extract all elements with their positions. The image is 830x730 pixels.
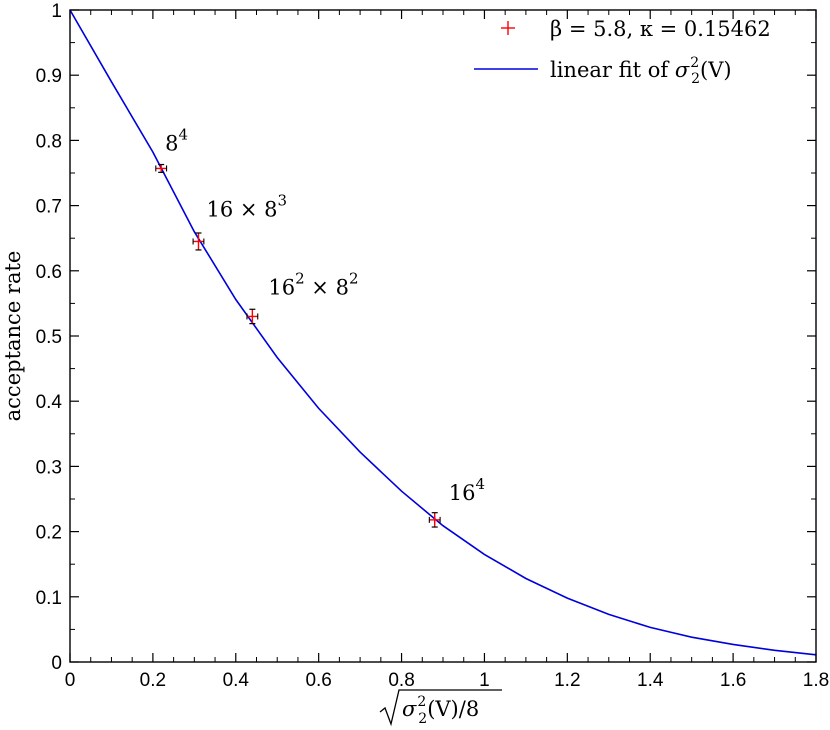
- y-tick-label: 0.1: [36, 588, 62, 609]
- point-label-rest: × 8: [305, 275, 349, 299]
- axis-ticks: [69, 9, 817, 663]
- x-axis-sub: 2: [418, 711, 427, 727]
- point-label: 164: [449, 475, 485, 505]
- x-axis-rest: (V)/8: [427, 697, 479, 721]
- y-tick-label: 0.4: [36, 392, 63, 413]
- x-tick-label: 0.4: [223, 670, 250, 691]
- fit-layer: [69, 9, 817, 656]
- legend-beta: β = 5.8: [550, 17, 626, 41]
- point-label-sup: 4: [179, 125, 189, 143]
- y-tick-label: 1: [51, 1, 62, 22]
- legend-label-fit: linear fit of σ2 2(V): [550, 55, 732, 87]
- point-label: 162 × 82: [268, 269, 358, 299]
- x-tick-label: 0.6: [305, 670, 331, 691]
- point-label: 16 × 83: [206, 191, 287, 221]
- legend-fit-rest: (V): [700, 58, 732, 82]
- x-tick-label: 1.8: [803, 670, 829, 691]
- x-axis-label: σ2 2(V)/8: [379, 689, 502, 727]
- legend-marker-points: [501, 21, 515, 35]
- point-label-sup: 4: [475, 475, 485, 493]
- y-tick-label: 0.9: [36, 66, 62, 87]
- point-label-base: 16: [268, 275, 295, 299]
- legend-fit-sub: 2: [691, 71, 700, 87]
- y-tick-label: 0.3: [36, 457, 62, 478]
- x-axis-sigma: σ: [402, 697, 417, 721]
- point-label: 84: [165, 125, 188, 155]
- point-label-sup: 2: [295, 269, 305, 287]
- y-tick-label: 0.2: [36, 523, 62, 544]
- x-tick-label: 1.6: [720, 670, 746, 691]
- point-label-sup2: 2: [349, 269, 359, 287]
- data-point: [246, 308, 259, 325]
- x-tick-label: 1.4: [637, 670, 664, 691]
- x-tick-label: 1: [479, 670, 490, 691]
- point-label-base: 16: [449, 481, 476, 505]
- x-tick-label: 1.2: [554, 670, 580, 691]
- x-axis-sup: 2: [417, 694, 426, 710]
- x-tick-label: 0: [65, 670, 76, 691]
- point-label-sup: 3: [278, 191, 288, 209]
- plot-frame: [69, 9, 817, 663]
- x-tick-label: 0.8: [388, 670, 414, 691]
- fit-line: [69, 9, 817, 656]
- data-point: [155, 163, 168, 173]
- x-tick-label: 0.2: [140, 670, 166, 691]
- y-tick-label: 0: [51, 653, 62, 674]
- legend-kappa: κ = 0.15462: [640, 17, 771, 41]
- point-label-base: 8: [165, 131, 178, 155]
- legend-fit-prefix: linear fit of: [550, 58, 675, 82]
- data-point: [428, 512, 441, 528]
- tick-labels: 0 0.2 0.4 0.6 0.8 1 1.2 1.4 1.6 1.8 0 0.1 0.2 0.3 0.4 0…: [36, 1, 830, 691]
- data-point: [192, 232, 205, 251]
- y-tick-label: 0.8: [36, 131, 62, 152]
- y-axis-label: acceptance rate: [1, 251, 25, 422]
- y-tick-label: 0.5: [36, 327, 62, 348]
- y-tick-label: 0.6: [36, 262, 62, 283]
- legend: β = 5.8, κ = 0.15462 linear fit of σ2 2(V…: [474, 17, 771, 87]
- legend-fit-sigma: σ: [675, 58, 690, 82]
- legend-label-points: β = 5.8, κ = 0.15462: [550, 17, 771, 41]
- y-tick-label: 0.7: [36, 197, 62, 218]
- points-layer: [155, 163, 441, 528]
- point-label-base: 16 × 8: [206, 197, 277, 221]
- svg-text:σ22(V)/8: σ2 2(V)/8: [402, 694, 479, 727]
- sqrt-sign: [379, 689, 502, 727]
- legend-fit-sup: 2: [690, 55, 699, 71]
